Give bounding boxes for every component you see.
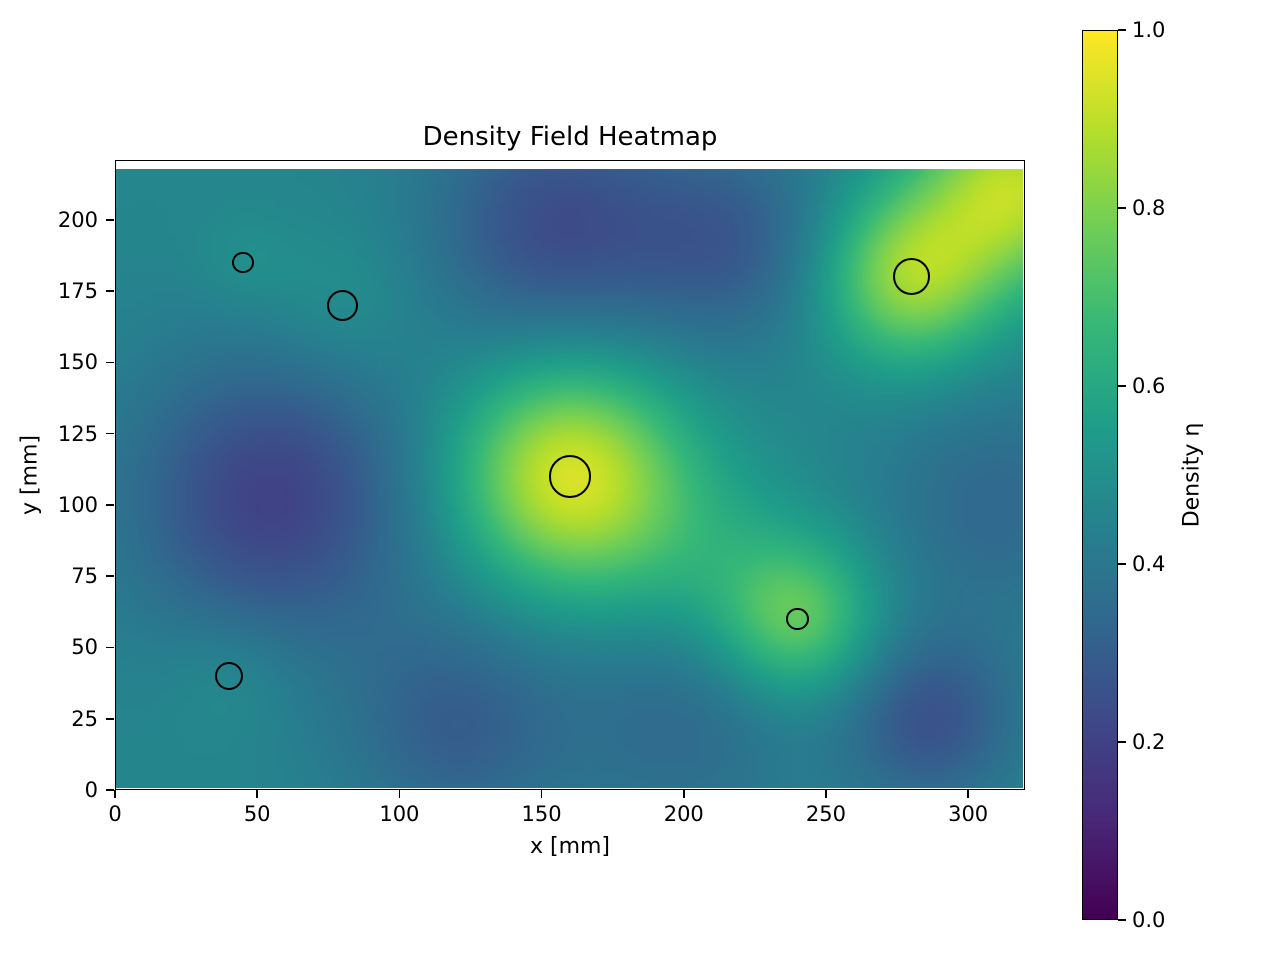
y-tick xyxy=(106,646,114,649)
x-axis-label: x [mm] xyxy=(529,834,611,859)
x-tick xyxy=(540,790,543,798)
y-tick-label: 175 xyxy=(57,279,98,304)
y-tick-label: 75 xyxy=(71,564,98,589)
y-tick-label: 0 xyxy=(84,778,98,802)
x-tick xyxy=(967,790,969,798)
x-tick-label: 200 xyxy=(663,802,704,826)
chart-title: Density Field Heatmap xyxy=(422,122,718,152)
x-tick-label: 300 xyxy=(948,802,989,826)
colorbar-tick-label: 1.0 xyxy=(1132,18,1166,42)
y-tick xyxy=(106,219,114,221)
y-tick xyxy=(106,432,114,435)
y-tick-label: 125 xyxy=(57,421,98,446)
x-tick-label: 50 xyxy=(243,802,271,826)
x-tick-label: 250 xyxy=(805,802,846,826)
y-tick xyxy=(106,575,114,577)
sensor-marker xyxy=(232,251,254,274)
x-tick xyxy=(825,790,827,798)
y-tick xyxy=(106,290,114,292)
x-tick xyxy=(682,790,685,798)
x-tick xyxy=(114,790,116,798)
colorbar-tick-label: 0.2 xyxy=(1132,730,1166,754)
x-tick-label: 100 xyxy=(379,802,420,826)
sensor-marker xyxy=(326,289,359,322)
y-tick-label: 25 xyxy=(71,706,98,731)
y-tick-label: 50 xyxy=(71,635,98,660)
colorbar-tick xyxy=(1118,29,1126,31)
colorbar-tick xyxy=(1118,563,1126,565)
sensor-marker xyxy=(892,258,930,296)
colorbar-tick xyxy=(1118,741,1126,743)
colorbar-tick xyxy=(1118,207,1126,209)
y-tick xyxy=(106,361,114,364)
x-tick xyxy=(256,790,258,798)
x-tick xyxy=(398,790,401,798)
colorbar-tick xyxy=(1118,919,1126,921)
sensor-marker xyxy=(214,661,243,691)
colorbar-tick-label: 0.8 xyxy=(1132,196,1166,220)
y-tick-label: 100 xyxy=(57,492,98,517)
y-tick xyxy=(106,717,114,720)
colorbar-tick-label: 0.4 xyxy=(1132,552,1166,576)
sensor-marker xyxy=(548,455,592,498)
colorbar-tick xyxy=(1118,385,1126,387)
colorbar-tick-label: 0.0 xyxy=(1132,908,1166,932)
colorbar-label: Density η xyxy=(1179,422,1205,528)
y-tick-label: 150 xyxy=(57,350,98,375)
y-tick xyxy=(106,789,114,791)
x-tick-label: 0 xyxy=(108,802,122,826)
colorbar xyxy=(1082,30,1118,920)
y-tick-label: 200 xyxy=(57,207,98,232)
colorbar-tick-label: 0.6 xyxy=(1132,374,1166,398)
plot-area xyxy=(115,160,1025,790)
colorbar-canvas xyxy=(1083,31,1117,919)
y-tick xyxy=(106,504,114,506)
x-tick-label: 150 xyxy=(521,802,562,826)
sensor-marker xyxy=(786,607,809,631)
